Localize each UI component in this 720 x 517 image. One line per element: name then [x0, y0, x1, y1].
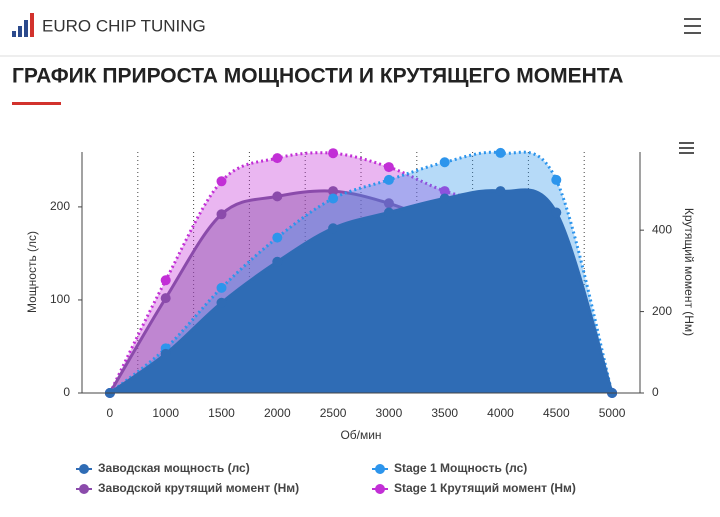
brand: EURO CHIP TUNING [42, 16, 206, 35]
data-point [328, 186, 339, 197]
x-tick-label: 2500 [320, 406, 347, 420]
y2-tick-label: 0 [652, 385, 659, 399]
chart-title: ГРАФИК ПРИРОСТА МОЩНОСТИ И КРУТЯЩЕГО МОМ… [12, 65, 623, 88]
menu-button[interactable] [684, 18, 701, 34]
y-tick-label: 100 [50, 292, 70, 306]
x-tick-label: 4500 [543, 406, 570, 420]
series-area [109, 189, 613, 393]
data-point [160, 293, 171, 304]
data-point [272, 256, 283, 267]
y2-axis-title: Крутящий момент (Нм) [682, 208, 696, 336]
legend-marker [375, 484, 385, 494]
data-point [383, 198, 394, 209]
x-tick-label: 0 [107, 406, 114, 420]
x-tick-label: 1000 [152, 406, 179, 420]
data-point [495, 186, 506, 197]
x-tick-label: 2000 [264, 406, 291, 420]
data-point [272, 232, 283, 243]
legend-item[interactable]: Stage 1 Крутящий момент (Нм) [372, 481, 576, 495]
data-point [216, 209, 227, 220]
legend-label: Stage 1 Мощность (лс) [394, 461, 527, 475]
legend-label: Заводская мощность (лс) [98, 461, 250, 475]
data-point [551, 174, 562, 185]
data-point [216, 176, 227, 187]
data-point [328, 193, 339, 204]
data-point [439, 193, 450, 204]
data-point [272, 153, 283, 164]
legend-marker [375, 464, 385, 474]
data-point [216, 282, 227, 293]
legend-item[interactable]: Stage 1 Мощность (лс) [372, 461, 527, 475]
legend-label: Заводской крутящий момент (Нм) [98, 481, 299, 495]
logo [12, 13, 34, 37]
y-axis-title: Мощность (лс) [25, 231, 39, 313]
data-point [439, 186, 450, 197]
y-tick-label: 0 [63, 385, 70, 399]
x-tick-label: 1500 [208, 406, 235, 420]
legend-marker [79, 464, 89, 474]
data-point [328, 223, 339, 234]
legend-label: Stage 1 Крутящий момент (Нм) [394, 481, 576, 495]
data-point [160, 348, 171, 359]
legend-marker [79, 484, 89, 494]
x-axis-title: Об/мин [340, 428, 381, 442]
legend-item[interactable]: Заводская мощность (лс) [76, 461, 250, 475]
data-point [328, 148, 339, 159]
title-underline [12, 102, 61, 105]
data-point [383, 162, 394, 173]
y2-tick-label: 400 [652, 222, 672, 236]
x-tick-label: 3500 [431, 406, 458, 420]
x-tick-label: 5000 [599, 406, 626, 420]
legend-item[interactable]: Заводской крутящий момент (Нм) [76, 481, 299, 495]
data-point [551, 207, 562, 218]
y-tick-label: 200 [50, 199, 70, 213]
series-line [108, 151, 614, 394]
data-point [160, 275, 171, 286]
data-point [272, 191, 283, 202]
x-tick-label: 3000 [376, 406, 403, 420]
data-point [216, 297, 227, 308]
chart-menu[interactable] [679, 142, 694, 154]
data-point [495, 147, 506, 158]
data-point [439, 157, 450, 168]
x-tick-label: 4000 [487, 406, 514, 420]
data-point [383, 174, 394, 185]
y2-tick-label: 200 [652, 304, 672, 318]
data-point [383, 207, 394, 218]
